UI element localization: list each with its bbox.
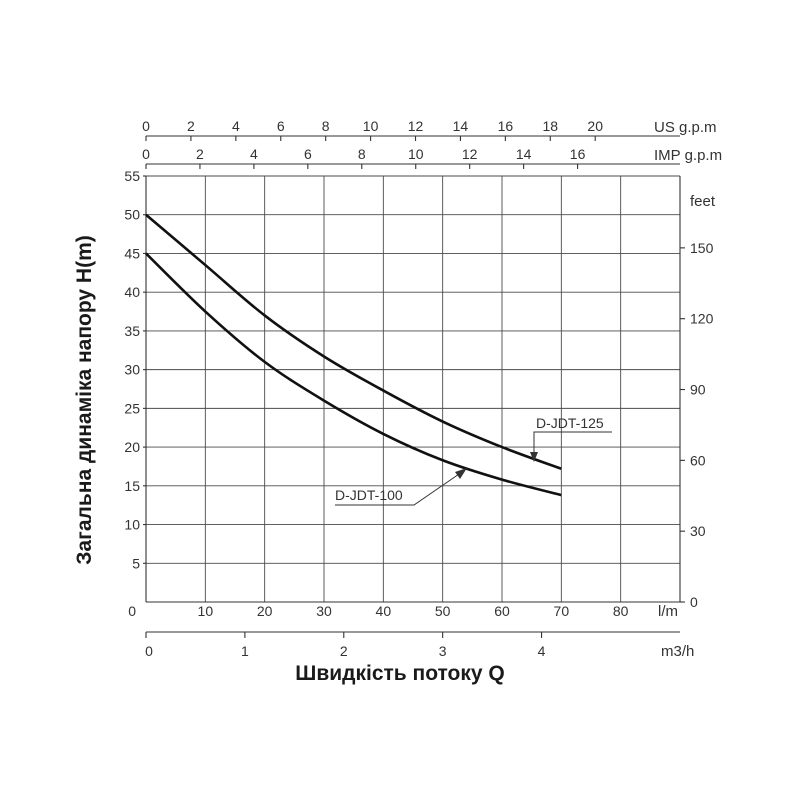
feet-tick-label: 0 [690, 594, 698, 610]
curve-d-jdt-125 [145, 213, 562, 471]
x-tick-label: 40 [376, 603, 392, 619]
us-gpm-tick-label: 14 [453, 118, 469, 134]
x-axis-title: Швидкість потоку Q [295, 662, 505, 685]
feet-tick-label: 150 [690, 240, 714, 256]
us-gpm-tick-label: 0 [142, 118, 150, 134]
y-tick-label: 55 [124, 168, 140, 184]
x-tick-label: 10 [198, 603, 214, 619]
us-gpm-unit-label: US g.p.m [654, 119, 717, 136]
m3h-tick-label: 1 [241, 643, 249, 659]
y-tick-label: 40 [124, 284, 140, 300]
imp-gpm-tick-label: 6 [304, 146, 312, 162]
y-tick-label: 10 [124, 517, 140, 533]
curve-labels: D-JDT-125 D-JDT-100 [335, 415, 612, 506]
x-tick-label: 80 [613, 603, 629, 619]
y-tick-label: 45 [124, 245, 140, 261]
y-tick-label: 5 [132, 555, 140, 571]
curves [145, 213, 562, 497]
imp-gpm-tick-label: 8 [358, 146, 366, 162]
imp-gpm-tick-label: 4 [250, 146, 258, 162]
imp-gpm-tick-label: 16 [570, 146, 586, 162]
imp-gpm-tick-label: 10 [408, 146, 424, 162]
curve-label-125: D-JDT-125 [536, 415, 604, 431]
feet-unit-label: feet [690, 193, 716, 210]
y-axis-title: Загальна динаміка напору H(m) [73, 235, 96, 564]
x-tick-label: 70 [554, 603, 570, 619]
us-gpm-tick-label: 6 [277, 118, 285, 134]
feet-tick-label: 120 [690, 311, 714, 327]
imp-gpm-tick-label: 14 [516, 146, 532, 162]
curve-label-100: D-JDT-100 [335, 487, 403, 503]
m3h-unit-label: m3/h [661, 643, 694, 660]
us-gpm-tick-label: 12 [408, 118, 424, 134]
feet-tick-label: 90 [690, 382, 706, 398]
x-tick-label: 50 [435, 603, 451, 619]
us-gpm-tick-label: 18 [542, 118, 558, 134]
x-unit-label: l/m [658, 603, 678, 620]
x-tick-label: 60 [494, 603, 510, 619]
us-gpm-tick-label: 16 [498, 118, 514, 134]
feet-tick-label: 30 [690, 523, 706, 539]
imp-gpm-tick-label: 12 [462, 146, 478, 162]
grid [146, 175, 680, 602]
us-gpm-tick-label: 8 [322, 118, 330, 134]
us-gpm-tick-label: 4 [232, 118, 240, 134]
imp-gpm-tick-label: 0 [142, 146, 150, 162]
imp-gpm-unit-label: IMP g.p.m [654, 147, 722, 164]
us-gpm-tick-label: 10 [363, 118, 379, 134]
us-gpm-tick-label: 2 [187, 118, 195, 134]
axes [143, 135, 685, 638]
y-tick-label: 30 [124, 362, 140, 378]
m3h-tick-label: 0 [145, 643, 153, 659]
y-tick-label-zero: 0 [128, 603, 136, 619]
curve-d-jdt-100 [145, 252, 562, 497]
m3h-tick-label: 2 [340, 643, 348, 659]
m3h-tick-label: 3 [439, 643, 447, 659]
feet-tick-label: 60 [690, 452, 706, 468]
us-gpm-tick-label: 20 [587, 118, 603, 134]
y-tick-label: 20 [124, 439, 140, 455]
leader-line-125 [533, 431, 612, 458]
y-tick-label: 50 [124, 207, 140, 223]
y-tick-label: 15 [124, 478, 140, 494]
x-tick-label: 20 [257, 603, 273, 619]
leader-line-100 [335, 471, 463, 506]
leader-arrow-100 [455, 468, 467, 479]
imp-gpm-tick-label: 2 [196, 146, 204, 162]
m3h-tick-label: 4 [538, 643, 546, 659]
x-tick-label: 30 [316, 603, 332, 619]
y-tick-label: 35 [124, 323, 140, 339]
leader-arrow-125 [530, 452, 538, 462]
y-tick-label: 25 [124, 400, 140, 416]
